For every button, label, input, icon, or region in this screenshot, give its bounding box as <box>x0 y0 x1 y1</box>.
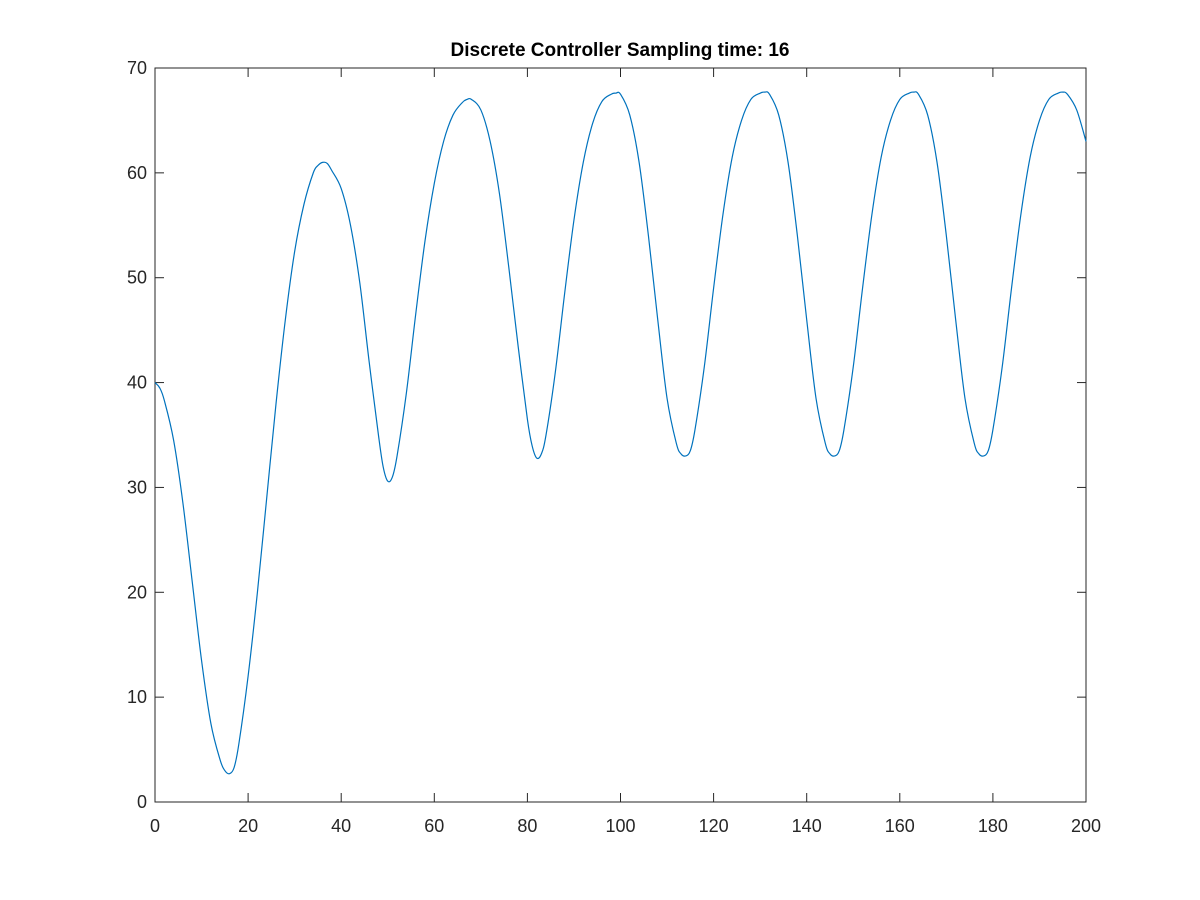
y-tick-label: 0 <box>137 792 147 812</box>
y-tick-label: 30 <box>127 477 147 497</box>
y-tick-label: 60 <box>127 163 147 183</box>
y-tick-label: 70 <box>127 58 147 78</box>
x-tick-label: 160 <box>885 816 915 836</box>
x-tick-label: 60 <box>424 816 444 836</box>
x-tick-label: 180 <box>978 816 1008 836</box>
x-axis: 0 20 40 60 80 100 120 140 160 180 200 <box>150 68 1101 836</box>
x-tick-label: 100 <box>605 816 635 836</box>
y-tick-label: 40 <box>127 373 147 393</box>
y-tick-label: 10 <box>127 687 147 707</box>
plot-area <box>154 67 1087 803</box>
x-tick-label: 140 <box>792 816 822 836</box>
series-line <box>154 91 1087 775</box>
x-tick-label: 80 <box>517 816 537 836</box>
x-tick-label: 120 <box>699 816 729 836</box>
x-tick-label: 200 <box>1071 816 1101 836</box>
y-tick-label: 20 <box>127 582 147 602</box>
x-tick-label: 20 <box>238 816 258 836</box>
x-tick-label: 40 <box>331 816 351 836</box>
y-axis: 0 10 20 30 40 50 60 70 <box>127 58 1086 812</box>
series-layer <box>154 91 1087 775</box>
x-tick-label: 0 <box>150 816 160 836</box>
chart-title: Discrete Controller Sampling time: 16 <box>451 40 790 61</box>
y-tick-label: 50 <box>127 268 147 288</box>
